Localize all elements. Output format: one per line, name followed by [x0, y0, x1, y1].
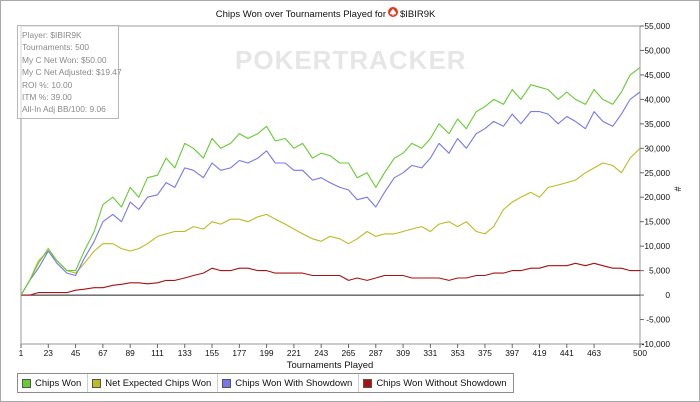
- x-tick-label: 133: [178, 348, 192, 358]
- x-tick-label: 375: [478, 348, 492, 358]
- x-tick-label: 331: [423, 348, 437, 358]
- legend-swatch: [222, 378, 232, 388]
- chart-title: Chips Won over Tournaments Played for $I…: [216, 7, 436, 20]
- x-tick-label: 199: [260, 348, 274, 358]
- x-axis: 1 23 45 67 89 111 133 155 177 199 221 243 265 287 309 3…: [19, 344, 647, 358]
- y-tick-label: 0: [665, 290, 670, 300]
- x-tick-label: 500: [633, 348, 647, 358]
- x-axis-label: Tournaments Played: [287, 360, 374, 371]
- x-tick-label: 1: [19, 348, 24, 358]
- y-axis-label: #: [673, 186, 683, 191]
- x-tick-label: 397: [505, 348, 519, 358]
- stat-allin-adj: All-In Adj BB/100: 9.06: [22, 104, 106, 115]
- pokerstars-spade-icon: [388, 7, 398, 17]
- stat-itm: ITM %: 39.00: [22, 92, 72, 103]
- y-tick-label: -5,000: [646, 315, 670, 325]
- stat-tournaments: Tournaments: 500: [22, 42, 90, 53]
- y-tick-label: 40,000: [644, 94, 670, 104]
- y-tick-label: 25,000: [644, 168, 670, 178]
- x-tick-label: 353: [451, 348, 465, 358]
- y-tick-label: 20,000: [644, 192, 670, 202]
- y-axis: -10,000 -5,000 0 5,000 10,000 15,000 20,000 25,…: [640, 21, 670, 349]
- legend-item-without-showdown[interactable]: Chips Won Without Showdown: [359, 374, 512, 392]
- series-line-chips-won-without-showdown: [21, 262, 640, 296]
- y-tick-label: -10,000: [642, 339, 671, 349]
- legend-swatch: [22, 378, 31, 388]
- legend-item-chips-won[interactable]: Chips Won: [18, 374, 89, 392]
- x-tick-label: 89: [125, 348, 135, 358]
- y-tick-label: 55,000: [644, 21, 670, 31]
- y-tick-label: 15,000: [644, 217, 670, 227]
- series-line-net-expected-chips-won: [20, 147, 641, 296]
- stat-net-adjusted: My C Net Adjusted: $19.47: [22, 67, 122, 78]
- x-tick-label: 23: [44, 348, 54, 358]
- series-layer: [20, 67, 641, 296]
- legend-swatch: [92, 378, 102, 388]
- x-tick-label: 155: [205, 348, 219, 358]
- legend-label: Chips Won Without Showdown: [376, 377, 507, 389]
- x-tick-label: 177: [232, 348, 246, 358]
- stats-box: Player: $IBIR9K Tournaments: 500 My C Ne…: [17, 25, 122, 119]
- series-line-chips-won: [20, 67, 641, 296]
- chart-title-player: $IBIR9K: [400, 9, 436, 20]
- y-tick-label: 45,000: [644, 70, 670, 80]
- x-tick-label: 309: [396, 348, 410, 358]
- plot-area: [20, 25, 641, 345]
- legend-item-with-showdown[interactable]: Chips Won With Showdown: [218, 374, 360, 392]
- x-tick-label: 265: [341, 348, 355, 358]
- x-tick-label: 441: [560, 348, 574, 358]
- x-tick-label: 67: [98, 348, 108, 358]
- y-tick-label: 5,000: [649, 266, 670, 276]
- legend-item-net-expected[interactable]: Net Expected Chips Won: [88, 374, 219, 392]
- watermark: POKERTRACKER: [235, 45, 467, 75]
- x-tick-label: 463: [587, 348, 601, 358]
- legend-swatch: [363, 378, 373, 388]
- x-tick-label: 287: [369, 348, 383, 358]
- y-tick-label: 50,000: [644, 45, 670, 55]
- x-tick-label: 243: [314, 348, 328, 358]
- stat-roi: ROI %: 10.00: [22, 79, 73, 90]
- y-tick-label: 10,000: [644, 241, 670, 251]
- x-tick-label: 45: [71, 348, 81, 358]
- x-tick-label: 111: [151, 348, 164, 358]
- legend-label: Chips Won With Showdown: [235, 377, 353, 389]
- legend-label: Net Expected Chips Won: [105, 377, 212, 389]
- chart-legend: Chips Won Net Expected Chips Won Chips W…: [17, 373, 514, 393]
- stat-net-won: My C Net Won: $50.00: [22, 54, 107, 65]
- stat-player: Player: $IBIR9K: [22, 30, 82, 40]
- chart-title-text: Chips Won over Tournaments Played for: [216, 9, 386, 20]
- x-tick-label: 221: [287, 348, 301, 358]
- x-tick-label: 419: [533, 348, 547, 358]
- series-line-chips-won-with-showdown: [20, 91, 641, 296]
- y-tick-label: 30,000: [644, 143, 670, 153]
- y-tick-label: 35,000: [644, 119, 670, 129]
- legend-label: Chips Won: [35, 377, 82, 389]
